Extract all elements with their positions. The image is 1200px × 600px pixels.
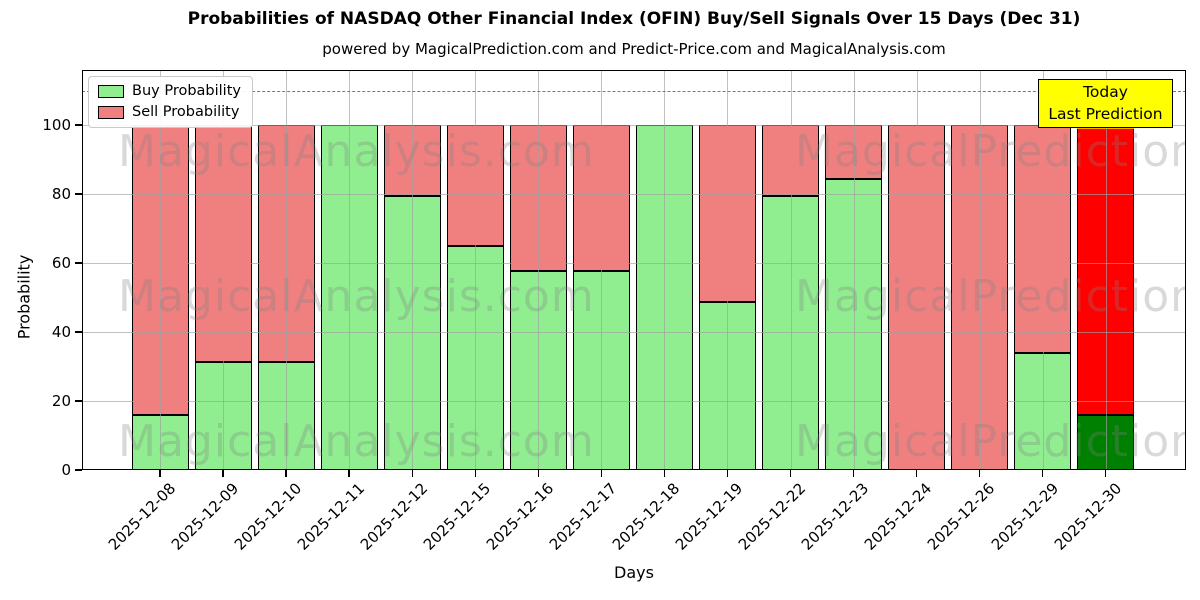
x-tick-mark bbox=[285, 470, 287, 477]
legend-swatch-sell bbox=[98, 106, 124, 119]
x-tick-label: 2025-12-19 bbox=[672, 479, 747, 554]
gridline-v bbox=[412, 70, 414, 470]
x-tick-mark bbox=[411, 470, 413, 477]
x-tick-mark bbox=[663, 470, 666, 477]
gridline-v bbox=[916, 70, 918, 470]
gridline-v bbox=[223, 70, 225, 470]
x-tick-label: 2025-12-15 bbox=[419, 479, 495, 554]
y-tick-mark bbox=[75, 469, 82, 471]
x-tick-label: 2025-12-22 bbox=[735, 479, 810, 554]
watermark-text: MagicalPrediction.com bbox=[795, 416, 1186, 467]
x-tick-label: 2025-12-16 bbox=[482, 479, 558, 554]
x-tick-mark bbox=[1042, 470, 1044, 477]
gridline-v bbox=[160, 70, 161, 470]
legend-swatch-buy bbox=[98, 85, 124, 98]
x-tick-mark bbox=[600, 470, 603, 477]
gridline-v bbox=[349, 70, 351, 470]
chart-subtitle: powered by MagicalPrediction.com and Pre… bbox=[322, 40, 946, 58]
y-tick-label: 40 bbox=[51, 323, 71, 341]
gridline-v bbox=[979, 70, 981, 470]
y-tick-mark bbox=[75, 400, 82, 402]
watermark-text: MagicalAnalysis.com bbox=[118, 416, 595, 467]
y-tick-mark bbox=[75, 331, 82, 333]
x-tick-label: 2025-12-09 bbox=[167, 479, 243, 554]
x-tick-label: 2025-12-18 bbox=[609, 479, 684, 554]
y-tick-label: 80 bbox=[51, 185, 71, 203]
x-axis-label: Days bbox=[614, 563, 654, 582]
x-tick-mark bbox=[1105, 470, 1107, 477]
watermark-text: MagicalAnalysis.com bbox=[118, 126, 595, 177]
x-tick-mark bbox=[789, 470, 792, 477]
y-tick-label: 60 bbox=[51, 254, 71, 272]
y-tick-mark bbox=[75, 193, 82, 195]
y-axis-label: Probability bbox=[14, 254, 34, 340]
watermark-text: MagicalPrediction.com bbox=[795, 126, 1186, 177]
gridline-v bbox=[1042, 70, 1044, 470]
x-tick-mark bbox=[852, 470, 855, 477]
plot-area: MagicalAnalysis.com MagicalPrediction.com… bbox=[82, 70, 1186, 470]
chart-title: Probabilities of NASDAQ Other Financial … bbox=[187, 9, 1081, 29]
legend-item-sell: Sell Probability bbox=[98, 105, 241, 120]
gridline-v bbox=[538, 70, 540, 470]
gridline-v bbox=[790, 70, 792, 470]
dashed-threshold-line bbox=[82, 90, 1186, 92]
legend-label-buy: Buy Probability bbox=[132, 83, 241, 99]
x-tick-label: 2025-12-29 bbox=[987, 479, 1062, 554]
y-tick-label: 20 bbox=[51, 392, 71, 410]
y-tick-mark bbox=[75, 124, 82, 126]
legend: Buy Probability Sell Probability bbox=[88, 76, 253, 128]
x-tick-mark bbox=[348, 470, 350, 477]
x-tick-label: 2025-12-26 bbox=[924, 479, 999, 554]
gridline-h bbox=[82, 194, 1186, 195]
today-annotation: Today Last Prediction bbox=[1038, 79, 1173, 128]
gridline-v bbox=[475, 70, 477, 470]
x-tick-mark bbox=[159, 470, 161, 477]
today-annotation-line1: Today bbox=[1083, 83, 1128, 101]
gridline-v bbox=[601, 70, 603, 470]
gridline-h bbox=[82, 263, 1186, 264]
watermark-text: MagicalAnalysis.com bbox=[118, 271, 595, 322]
gridline-v bbox=[853, 70, 855, 470]
x-tick-label: 2025-12-10 bbox=[230, 479, 306, 554]
x-tick-mark bbox=[726, 470, 729, 477]
x-tick-label: 2025-12-17 bbox=[546, 479, 621, 554]
x-tick-mark bbox=[474, 470, 476, 477]
x-tick-label: 2025-12-11 bbox=[293, 479, 369, 554]
x-tick-label: 2025-12-12 bbox=[356, 479, 432, 554]
gridline-v bbox=[727, 70, 729, 470]
legend-item-buy: Buy Probability bbox=[98, 84, 241, 99]
gridline-v bbox=[664, 70, 666, 470]
x-tick-label: 2025-12-08 bbox=[104, 479, 180, 554]
gridline-h bbox=[82, 125, 1186, 126]
x-tick-mark bbox=[222, 470, 224, 477]
legend-label-sell: Sell Probability bbox=[132, 104, 240, 120]
x-tick-mark bbox=[978, 470, 981, 477]
y-tick-mark bbox=[75, 262, 82, 264]
x-tick-mark bbox=[537, 470, 539, 477]
x-tick-label: 2025-12-30 bbox=[1050, 479, 1125, 554]
gridline-v bbox=[286, 70, 288, 470]
gridline-h bbox=[82, 401, 1186, 402]
gridline-v bbox=[1105, 70, 1107, 470]
x-tick-mark bbox=[915, 470, 918, 477]
y-tick-label: 0 bbox=[61, 461, 71, 479]
watermark-text: MagicalPrediction.com bbox=[795, 271, 1186, 322]
y-tick-label: 100 bbox=[42, 116, 71, 134]
today-annotation-line2: Last Prediction bbox=[1048, 105, 1163, 123]
gridline-h bbox=[82, 332, 1186, 333]
